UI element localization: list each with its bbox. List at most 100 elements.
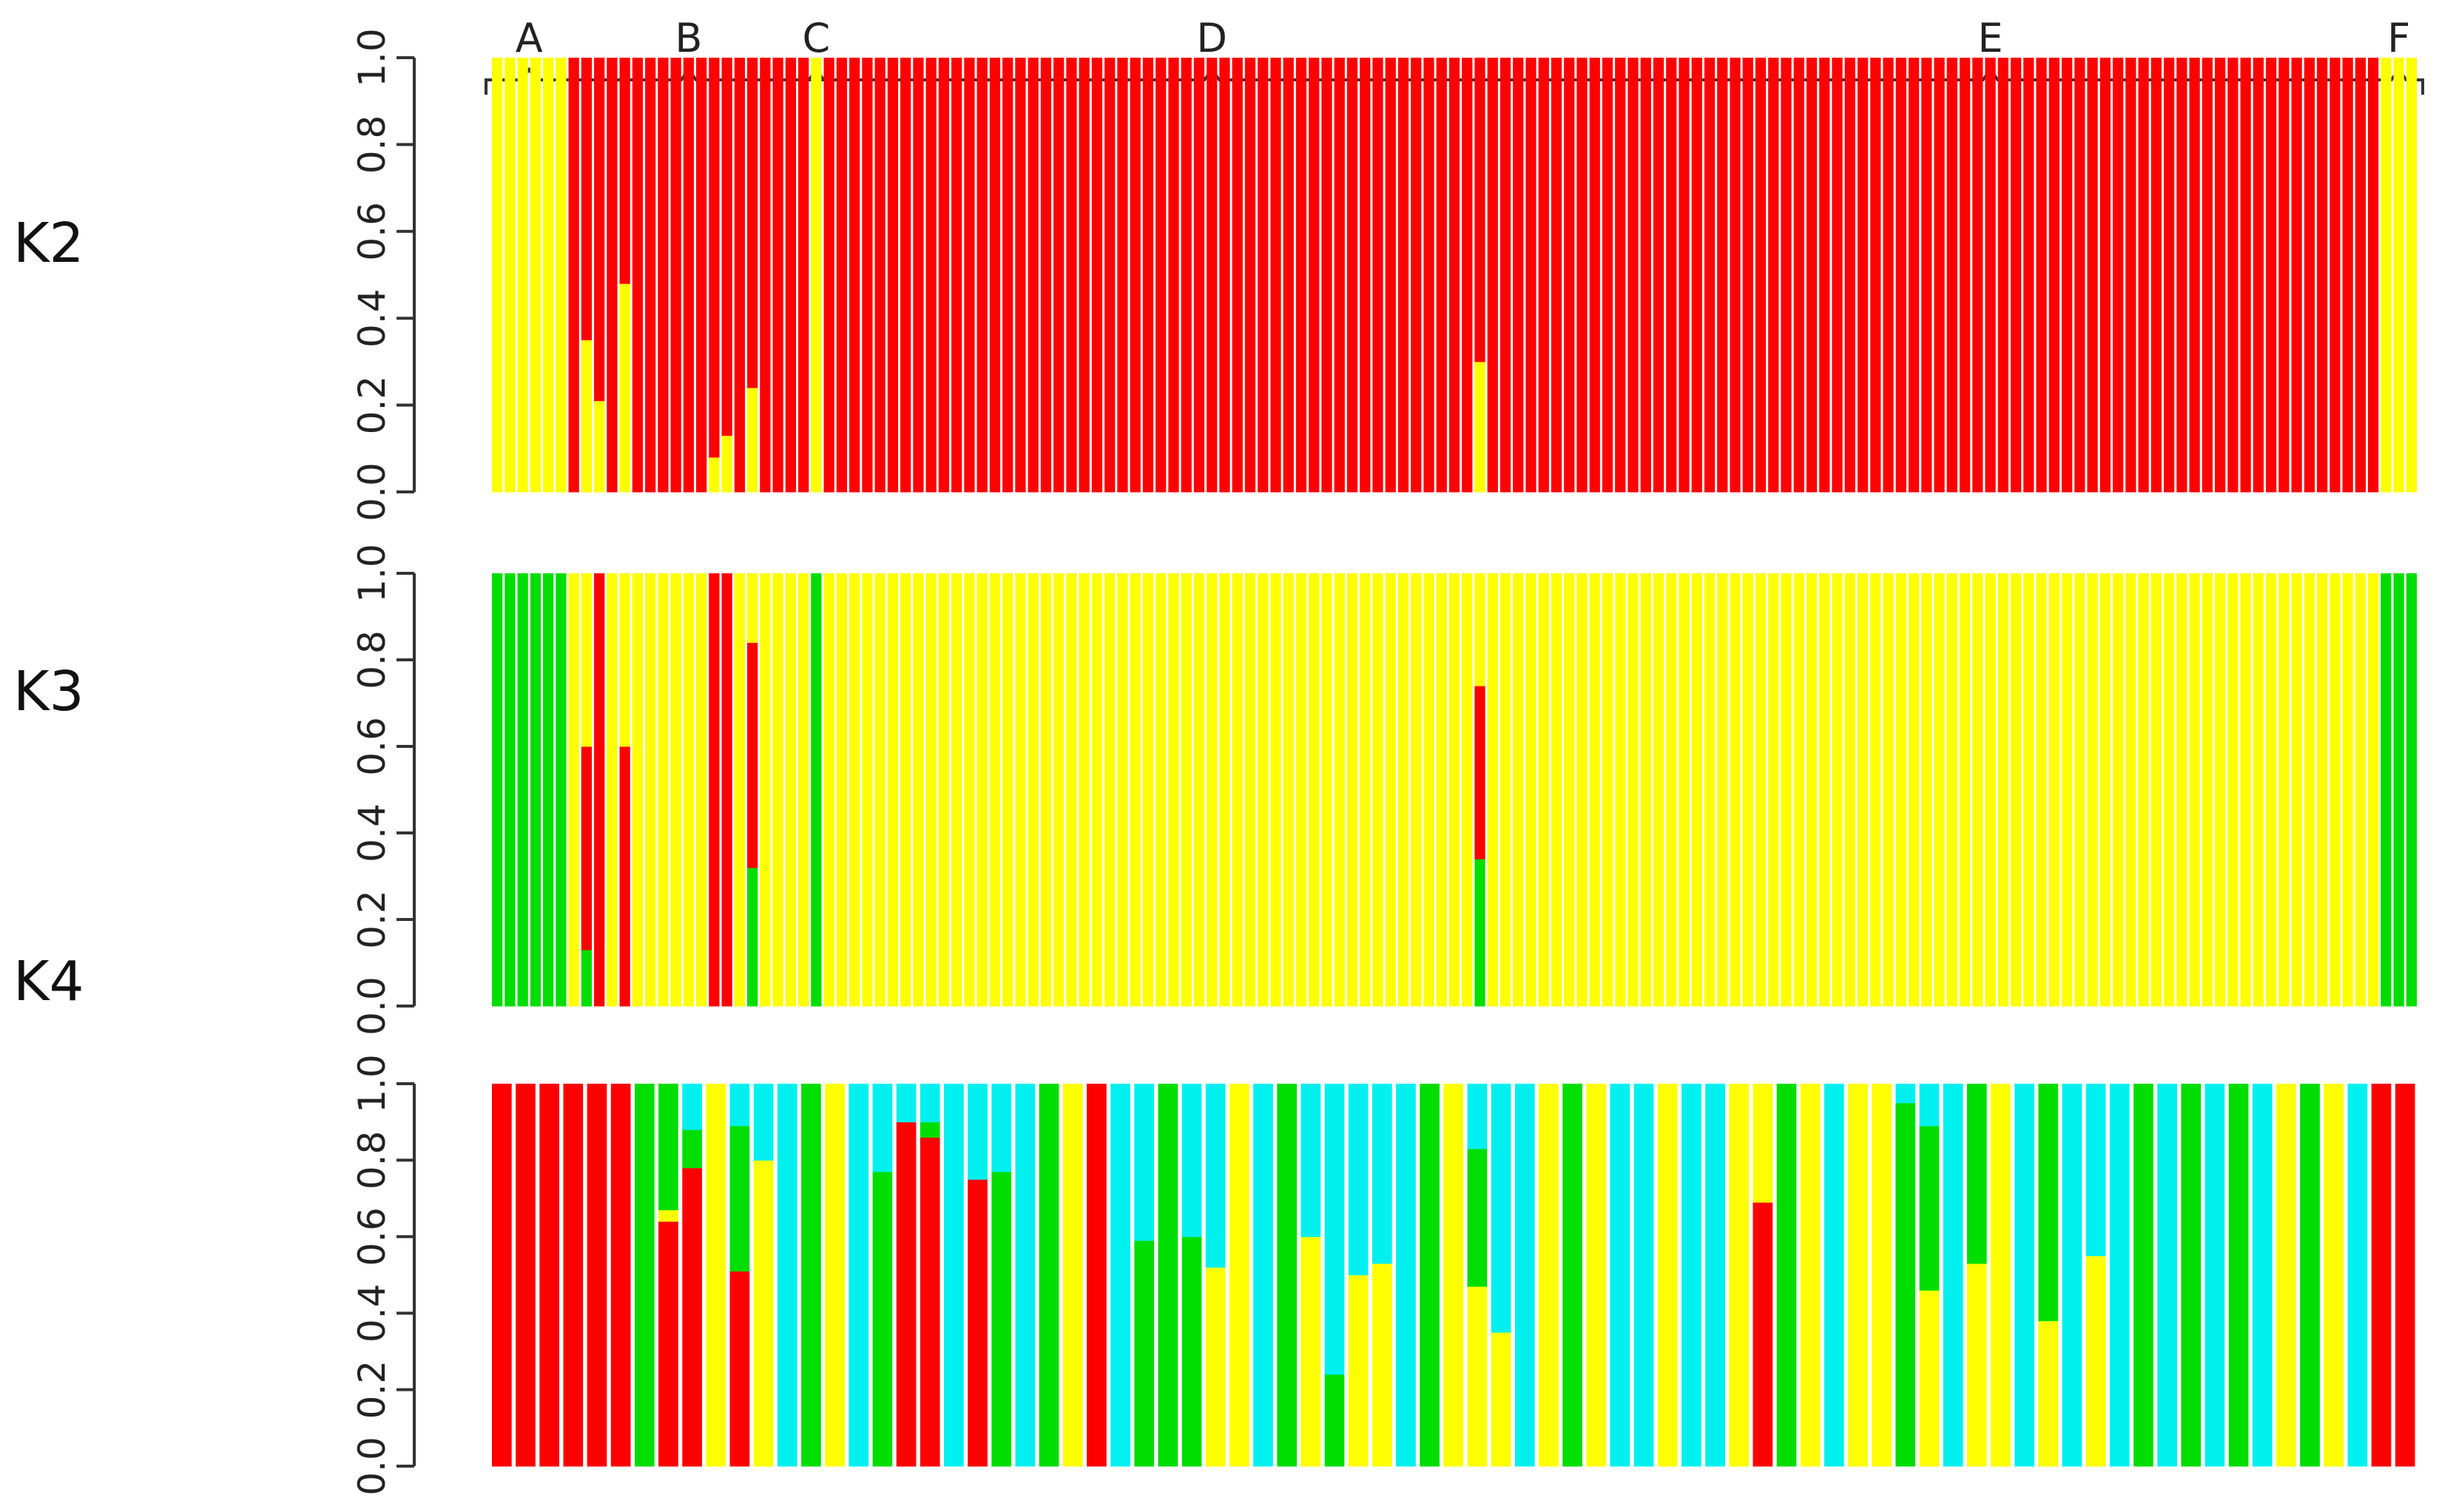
bar-e [2061,58,2073,493]
bar-segment-yellow [1657,1084,1678,1467]
bar-e [1806,58,1818,493]
bar-segment-red [1156,58,1167,493]
bar-b [734,58,746,493]
bar-b [760,58,771,493]
bar-segment-yellow [811,58,822,493]
bar-d [1487,58,1498,493]
panel-label-k2: K2 [13,212,84,275]
bar-segment-yellow [1564,573,1575,1007]
bar-segment-red [587,1084,607,1467]
bar-segment-green [872,1171,893,1467]
bar-e [2395,1084,2415,1467]
bar-e [2133,1084,2153,1467]
bar-e [2014,1084,2034,1467]
bar-segment-yellow [2189,573,2200,1007]
bar-segment-yellow [874,573,885,1007]
bar-segment-yellow [1205,1267,1226,1467]
bar-d [1525,573,1536,1007]
bar-d [1396,1084,1416,1467]
bar-segment-cyan [1134,1084,1155,1241]
bar-d [1436,573,1447,1007]
bar-b [734,573,746,1007]
bar-segment-red [2371,1084,2392,1467]
bar-segment-yellow [1091,573,1103,1007]
bar-segment-yellow [2023,573,2034,1007]
bar-d [862,573,873,1007]
bar-e [2036,58,2047,493]
bar-e [2214,573,2226,1007]
bar-segment-yellow [836,573,848,1007]
bar-segment-red [721,573,732,1007]
bar-d [1040,58,1052,493]
bar-segment-yellow [772,573,783,1007]
bar-segment-red [896,1121,917,1467]
bar-segment-yellow [1467,1286,1488,1467]
bar-segment-yellow [1919,1290,1940,1467]
bar-segment-yellow [1576,573,1588,1007]
bar-segment-cyan [920,1084,940,1123]
bar-segment-yellow [785,573,797,1007]
bar-e [2367,573,2379,1007]
bar-segment-red [951,58,962,493]
y-tick-label: 0.4 [351,288,394,348]
bar-segment-yellow [2342,573,2353,1007]
bar-d [1589,58,1600,493]
bar-segment-yellow [849,573,860,1007]
bar-segment-red [1997,58,2008,493]
bar-segment-red [1168,58,1179,493]
bar-d [1091,58,1103,493]
bar-segment-green [581,949,593,1007]
bar-d [1525,58,1536,493]
bar-segment-yellow [753,1160,774,1467]
bar-segment-yellow [747,388,758,493]
bar-segment-cyan [1514,1084,1535,1467]
bar-d [1321,573,1332,1007]
bar-segment-yellow [1348,1275,1369,1467]
group-label: E [1978,15,2003,61]
bar-segment-yellow [1525,573,1536,1007]
bar-b [777,1084,797,1467]
bar-segment-green [1776,1084,1797,1467]
bar-segment-yellow [1283,573,1294,1007]
bar-e [2347,1084,2368,1467]
bar-e [1742,573,1753,1007]
bar-b [645,573,656,1007]
bar-d [1130,58,1141,493]
bar-e [2253,58,2264,493]
bar-segment-yellow [989,573,1001,1007]
bar-segment-red [2163,58,2175,493]
bar-b [709,58,720,493]
bar-segment-green [2228,1084,2249,1467]
bar-segment-red [1372,58,1383,493]
bar-segment-red [1627,58,1639,493]
bar-segment-red [1972,58,1983,493]
bar-segment-yellow [1462,573,1473,1007]
bar-segment-green [2300,1084,2320,1467]
bar-segment-yellow [1436,573,1447,1007]
bar-b [706,1084,726,1467]
bar-segment-yellow [1972,573,1983,1007]
bar-segment-red [938,58,950,493]
bar-d [1309,573,1320,1007]
bar-d [1309,58,1320,493]
bar-d [1538,573,1549,1007]
bar-d [1015,58,1026,493]
bar-segment-yellow [619,283,630,493]
bar-e [2265,573,2277,1007]
bar-segment-green [1895,1102,1916,1467]
bar-a [517,58,528,493]
bar-segment-yellow [951,573,962,1007]
bar-segment-red [670,58,681,493]
bar-d [1360,573,1371,1007]
bar-segment-red [492,1084,512,1467]
bar-b [619,573,630,1007]
bar-segment-red [2227,58,2239,493]
bar-b [1015,1084,1036,1467]
bar-segment-red [1346,58,1358,493]
bar-segment-yellow [1258,573,1269,1007]
bar-segment-red [1844,58,1855,493]
bar-segment-yellow [1244,573,1256,1007]
bar-d [925,573,937,1007]
bar-e [1872,1084,1892,1467]
bar-segment-green [729,1125,750,1272]
